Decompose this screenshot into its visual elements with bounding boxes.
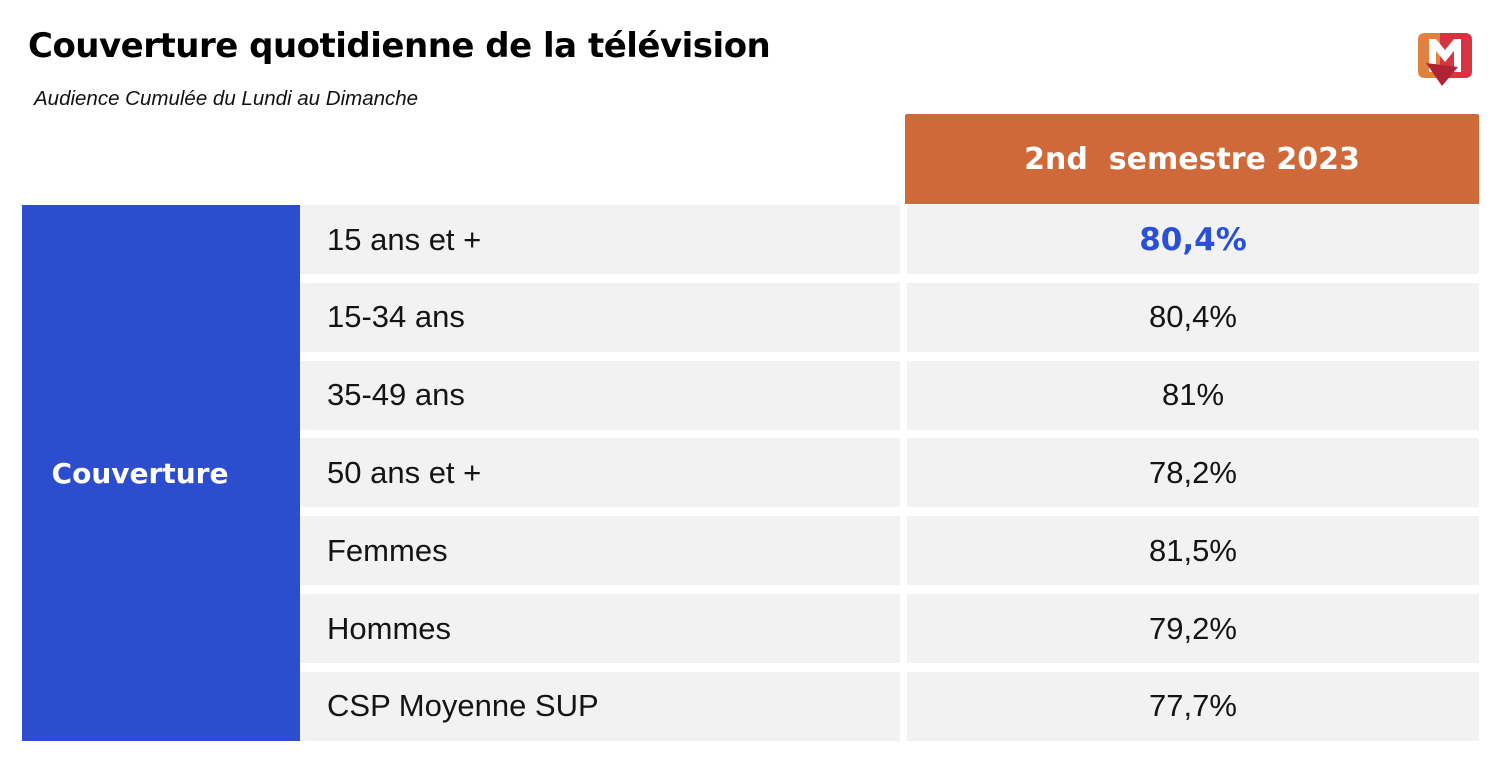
audience-label: Femmes — [300, 516, 900, 586]
page-title: Couverture quotidienne de la télévision — [28, 26, 771, 66]
audience-label: CSP Moyenne SUP — [300, 671, 900, 741]
audience-label: 15-34 ans — [300, 282, 900, 352]
coverage-value: 80,4% — [907, 282, 1479, 352]
table-row: Femmes 81,5% — [300, 516, 1479, 586]
coverage-value: 77,7% — [907, 671, 1479, 741]
row-group-label: Couverture — [51, 456, 229, 490]
audience-label: 15 ans et + — [300, 205, 900, 274]
mediametrie-m-icon — [1418, 33, 1472, 86]
coverage-value: 78,2% — [907, 438, 1479, 508]
audience-table: 15 ans et + 80,4% 15-34 ans 80,4% 35-49 … — [300, 205, 1479, 741]
audience-label: Hommes — [300, 594, 900, 664]
table-row: 35-49 ans 81% — [300, 360, 1479, 430]
table-row: 15 ans et + 80,4% — [300, 205, 1479, 274]
mediametrie-logo — [1418, 33, 1472, 91]
period-header-label: 2nd semestre 2023 — [1024, 141, 1360, 177]
table-row: 15-34 ans 80,4% — [300, 282, 1479, 352]
row-group-couverture: Couverture — [22, 205, 300, 741]
period-header: 2nd semestre 2023 — [905, 114, 1479, 204]
table-row: 50 ans et + 78,2% — [300, 438, 1479, 508]
audience-label: 50 ans et + — [300, 438, 900, 508]
table-row: Hommes 79,2% — [300, 594, 1479, 664]
page-subtitle: Audience Cumulée du Lundi au Dimanche — [34, 87, 419, 110]
table-row: CSP Moyenne SUP 77,7% — [300, 671, 1479, 741]
audience-label: 35-49 ans — [300, 360, 900, 430]
coverage-value: 81,5% — [907, 516, 1479, 586]
coverage-value: 81% — [907, 360, 1479, 430]
coverage-value: 79,2% — [907, 594, 1479, 664]
coverage-value: 80,4% — [907, 205, 1479, 274]
